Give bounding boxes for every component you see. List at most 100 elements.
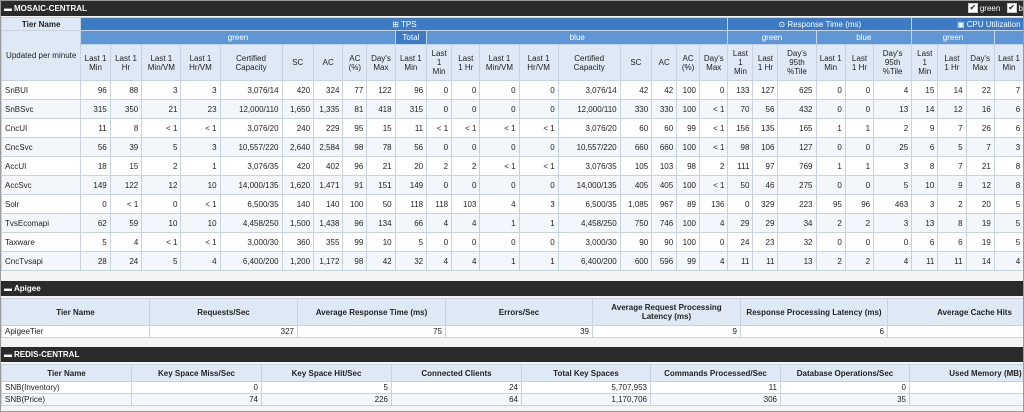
tps-green-cert-header[interactable]: Certified Capacity xyxy=(219,44,283,81)
tps-blue-last1min-header[interactable]: Last 1 Min xyxy=(426,44,453,81)
apigee-col-header[interactable]: Errors/Sec xyxy=(445,298,593,326)
blue-checkbox[interactable]: ✔ xyxy=(1006,2,1017,13)
metric-cell: 2,584 xyxy=(313,137,344,157)
redis-col-header[interactable]: Total Key Spaces xyxy=(521,364,651,382)
redis-col-header[interactable]: Key Space Hit/Sec xyxy=(261,364,392,382)
tps-blue-sc-header[interactable]: SC xyxy=(619,44,653,81)
table-row: SnBUI 96 88 3 3 3,076/14 420 324 77 122 96 0 0 0 0 3,07… xyxy=(1,80,1023,100)
tps-blue-last1hr-header[interactable]: Last 1 Hr xyxy=(451,44,481,81)
tps-blue-last1hrvm-header[interactable]: Last 1 Hr/VM xyxy=(518,44,559,81)
redis-col-header[interactable]: Connected Clients xyxy=(391,364,522,382)
tps-green-sc-header[interactable]: SC xyxy=(281,44,315,81)
tps-green-last1hrvm-header[interactable]: Last 1 Hr/VM xyxy=(180,44,221,81)
response-time-label: Response Time (ms) xyxy=(787,19,862,29)
metric-cell: 18 xyxy=(80,156,111,176)
tps-blue-acpct-header[interactable]: AC (%) xyxy=(676,44,700,81)
metric-cell: 1,650 xyxy=(281,99,315,119)
tps-blue-daysmax-header[interactable]: Day's Max xyxy=(698,44,729,81)
metric-cell: 127 xyxy=(777,137,817,157)
metric-cell: 8 xyxy=(937,213,967,233)
metric-cell: < 1 xyxy=(698,137,729,157)
redis-col-header[interactable]: Key Space Miss/Sec xyxy=(131,364,262,382)
tier-name-cell: AccUI xyxy=(1,156,82,176)
redis-col-header[interactable]: Tier Name xyxy=(1,364,132,382)
rt-green-last1hr-header[interactable]: Last 1 Hr xyxy=(752,44,779,81)
apigee-col-header[interactable]: Average Cache Hits xyxy=(887,298,1023,326)
metric-cell: 350 xyxy=(109,99,143,119)
metric-cell: 0 xyxy=(518,80,559,100)
apigee-table: Tier Name Requests/Sec Average Response Ti… xyxy=(1,298,1023,338)
tps-blue-ac-header[interactable]: AC xyxy=(651,44,678,81)
metric-cell: 6 xyxy=(993,99,1023,119)
metric-cell: 6,500/35 xyxy=(557,194,621,214)
rt-blue-last1hr-header[interactable]: Last 1 Hr xyxy=(844,44,875,81)
table-row: CncSvc 56 39 5 3 10,557/220 2,640 2,584 98 78 56 0 0… xyxy=(1,137,1023,157)
tps-green-last1min-header[interactable]: Last 1 Min xyxy=(80,44,111,81)
cpu-green-header: green xyxy=(911,30,995,45)
apigee-col-header[interactable]: Response Processing Latency (ms) xyxy=(740,298,888,326)
metric-cell: 11 xyxy=(394,118,428,138)
metric-cell: 5 xyxy=(80,232,111,252)
metric-cell: 136 xyxy=(698,194,729,214)
tps-green-ac-header[interactable]: AC xyxy=(313,44,344,81)
apigee-col-header[interactable]: Tier Name xyxy=(1,298,150,326)
cpu-green-last1min-header[interactable]: Last 1 Min xyxy=(911,44,939,81)
metric-cell: 90 xyxy=(619,232,653,252)
legend-green-label: green xyxy=(979,4,1001,13)
collapse-icon[interactable]: ▬ xyxy=(4,350,12,359)
tps-green-daysmax-header[interactable]: Day's Max xyxy=(366,44,396,81)
rt-green-days95-header[interactable]: Day's 95th %Tile xyxy=(777,44,817,81)
rt-blue-days95-header[interactable]: Day's 95th %Tile xyxy=(873,44,913,81)
metric-cell: 2 xyxy=(844,213,875,233)
tps-blue-last1minvm-header[interactable]: Last 1 Min/VM xyxy=(479,44,520,81)
metric-cell: 105 xyxy=(619,156,653,176)
tps-green-last1minvm-header[interactable]: Last 1 Min/VM xyxy=(141,44,182,81)
mosaic-section-header[interactable]: ▬ MOSAIC-CENTRAL ✔ green ✔ b xyxy=(1,1,1023,16)
metric-cell: 0 xyxy=(815,232,846,252)
tps-green-last1hr-header[interactable]: Last 1 Hr xyxy=(109,44,143,81)
metric-cell: 11 xyxy=(80,118,111,138)
metric-cell: 0 xyxy=(815,175,846,195)
cpu-header: ▣ CPU Utilization (%) xyxy=(911,17,1023,31)
metric-cell: 405 xyxy=(651,175,678,195)
legend-blue-label: b xyxy=(1018,4,1023,13)
metric-cell: 3 xyxy=(887,325,1023,338)
cpu-green-daysmax-header[interactable]: Day's Max xyxy=(965,44,995,81)
tps-green-acpct-header[interactable]: AC (%) xyxy=(342,44,368,81)
metric-cell: 1 xyxy=(518,251,559,271)
apigee-col-header[interactable]: Average Request Processing Latency (ms) xyxy=(592,298,741,326)
apigee-section-header[interactable]: ▬ Apigee xyxy=(1,281,1023,296)
redis-col-header[interactable]: Used Memory (MB) xyxy=(909,364,1023,382)
metric-cell: 750 xyxy=(619,213,653,233)
tps-label: TPS xyxy=(401,19,417,29)
collapse-icon[interactable]: ▬ xyxy=(4,284,12,293)
metric-cell: 14,000/135 xyxy=(219,175,283,195)
green-checkbox[interactable]: ✔ xyxy=(967,2,978,13)
cpu-green-last1hr-header[interactable]: Last 1 Hr xyxy=(937,44,967,81)
cpu-blue-last1min-header[interactable]: Last 1 Min xyxy=(993,44,1023,81)
metric-cell: 1 xyxy=(815,156,846,176)
redis-section-header[interactable]: ▬ REDIS-CENTRAL xyxy=(1,347,1023,362)
metric-cell: 1 xyxy=(479,213,520,233)
rt-green-last1min-header[interactable]: Last 1 Min xyxy=(727,44,754,81)
metric-cell: 95 xyxy=(342,118,368,138)
tier-name-cell: ApigeeTier xyxy=(1,325,150,338)
metric-cell: 0 xyxy=(815,99,846,119)
metric-cell: 0 xyxy=(815,80,846,100)
rt-blue-last1min-header[interactable]: Last 1 Min xyxy=(815,44,846,81)
redis-col-header[interactable]: Commands Processed/Sec xyxy=(650,364,781,382)
apigee-col-header[interactable]: Requests/Sec xyxy=(149,298,298,326)
metric-cell: 6 xyxy=(911,232,939,252)
apigee-col-header[interactable]: Average Response Time (ms) xyxy=(297,298,446,326)
metric-cell: < 1 xyxy=(180,118,221,138)
metric-cell: 10 xyxy=(911,175,939,195)
collapse-icon[interactable]: ▬ xyxy=(4,4,12,13)
metric-cell: 46 xyxy=(752,175,779,195)
tps-blue-cert-header[interactable]: Certified Capacity xyxy=(557,44,621,81)
metric-cell: 6 xyxy=(911,137,939,157)
mosaic-section-title: MOSAIC-CENTRAL xyxy=(14,4,87,13)
tps-total-last1min-header[interactable]: Last 1 Min xyxy=(394,44,428,81)
metric-cell: 3 xyxy=(911,194,939,214)
redis-col-header[interactable]: Database Operations/Sec xyxy=(780,364,910,382)
